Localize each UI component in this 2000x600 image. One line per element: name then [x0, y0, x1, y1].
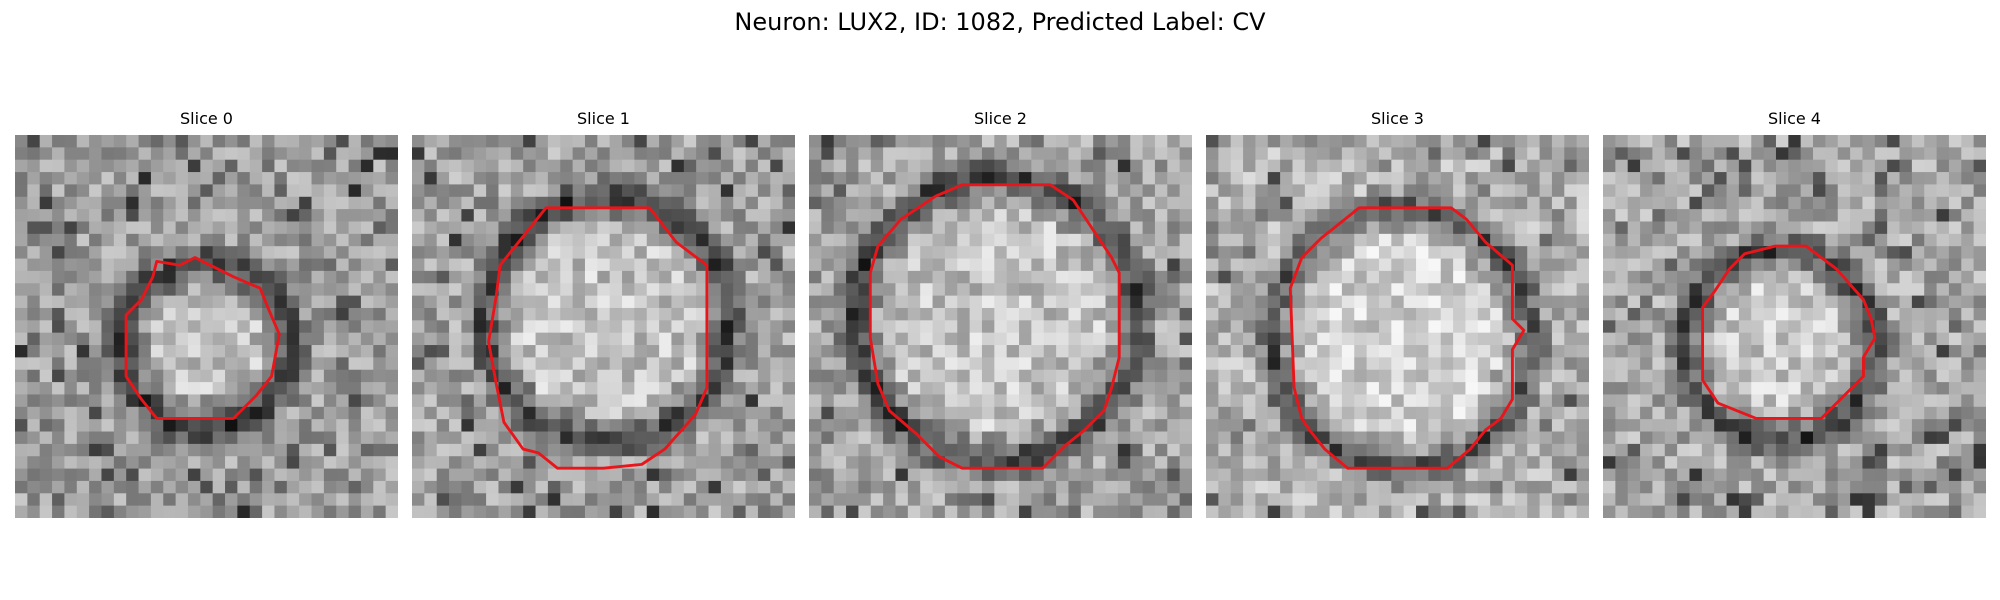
slice-panel-0: Slice 0 [15, 108, 398, 518]
slice-image [15, 135, 398, 518]
slice-panel-4: Slice 4 [1603, 108, 1986, 518]
segmentation-outline [868, 183, 1121, 470]
slice-panel-3: Slice 3 [1206, 108, 1589, 518]
slice-image [1206, 135, 1589, 518]
slice-title: Slice 0 [180, 109, 233, 128]
pixel-grid [412, 135, 795, 518]
pixel-grid [1603, 135, 1986, 518]
slice-panel-2: Slice 2 [809, 108, 1192, 518]
segmentation-outline [124, 256, 281, 420]
pixel-grid [15, 135, 398, 518]
slice-panel-1: Slice 1 [412, 108, 795, 518]
segmentation-outline [1288, 206, 1526, 470]
slice-title: Slice 4 [1768, 109, 1821, 128]
slice-title: Slice 3 [1371, 109, 1424, 128]
slice-image [1603, 135, 1986, 518]
pixel-grid [1206, 135, 1589, 518]
pixel-grid [809, 135, 1192, 518]
figure-title: Neuron: LUX2, ID: 1082, Predicted Label:… [734, 8, 1266, 36]
slice-title: Slice 2 [974, 109, 1027, 128]
slice-image [412, 135, 795, 518]
slice-image [809, 135, 1192, 518]
segmentation-outline [1701, 244, 1877, 420]
slice-title: Slice 1 [577, 109, 630, 128]
segmentation-outline [487, 206, 709, 470]
